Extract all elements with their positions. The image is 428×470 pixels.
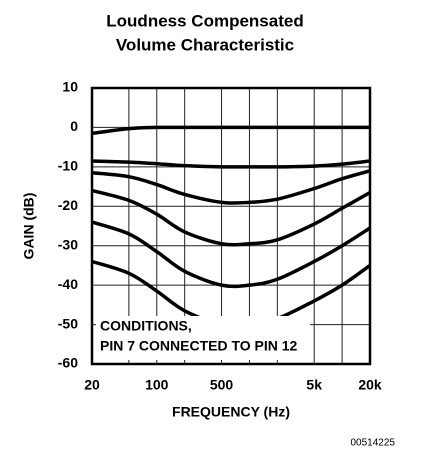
curve bbox=[91, 169, 371, 205]
x-tick-label: 500 bbox=[210, 377, 234, 393]
y-tick-label: -30 bbox=[58, 236, 78, 252]
y-tick-label: -10 bbox=[58, 158, 78, 174]
curve bbox=[91, 220, 371, 289]
plot-frame bbox=[90, 86, 372, 366]
chart-title: Loudness Compensated bbox=[106, 11, 303, 30]
y-tick-label: -50 bbox=[58, 315, 78, 331]
y-tick-label: 10 bbox=[62, 79, 78, 95]
chart-title: Volume Characteristic bbox=[116, 35, 294, 54]
annotation-box bbox=[96, 316, 310, 360]
x-tick-label: 5k bbox=[306, 377, 322, 393]
x-tick-label: 100 bbox=[145, 377, 169, 393]
y-tick-label: -60 bbox=[58, 355, 78, 371]
y-axis-label: GAIN (dB) bbox=[21, 193, 37, 260]
annotation: PIN 7 CONNECTED TO PIN 12 bbox=[100, 338, 298, 354]
y-tick-label: 0 bbox=[70, 118, 78, 134]
x-tick-label: 20 bbox=[84, 377, 100, 393]
curve bbox=[91, 125, 370, 136]
figure-id: 00514225 bbox=[351, 438, 396, 449]
x-tick-label: 20k bbox=[358, 377, 382, 393]
curve bbox=[91, 188, 371, 247]
curve bbox=[91, 159, 371, 169]
annotation: CONDITIONS, bbox=[100, 318, 192, 334]
y-tick-label: -20 bbox=[58, 197, 78, 213]
y-tick-label: -40 bbox=[58, 276, 78, 292]
x-axis-label: FREQUENCY (Hz) bbox=[172, 404, 290, 420]
